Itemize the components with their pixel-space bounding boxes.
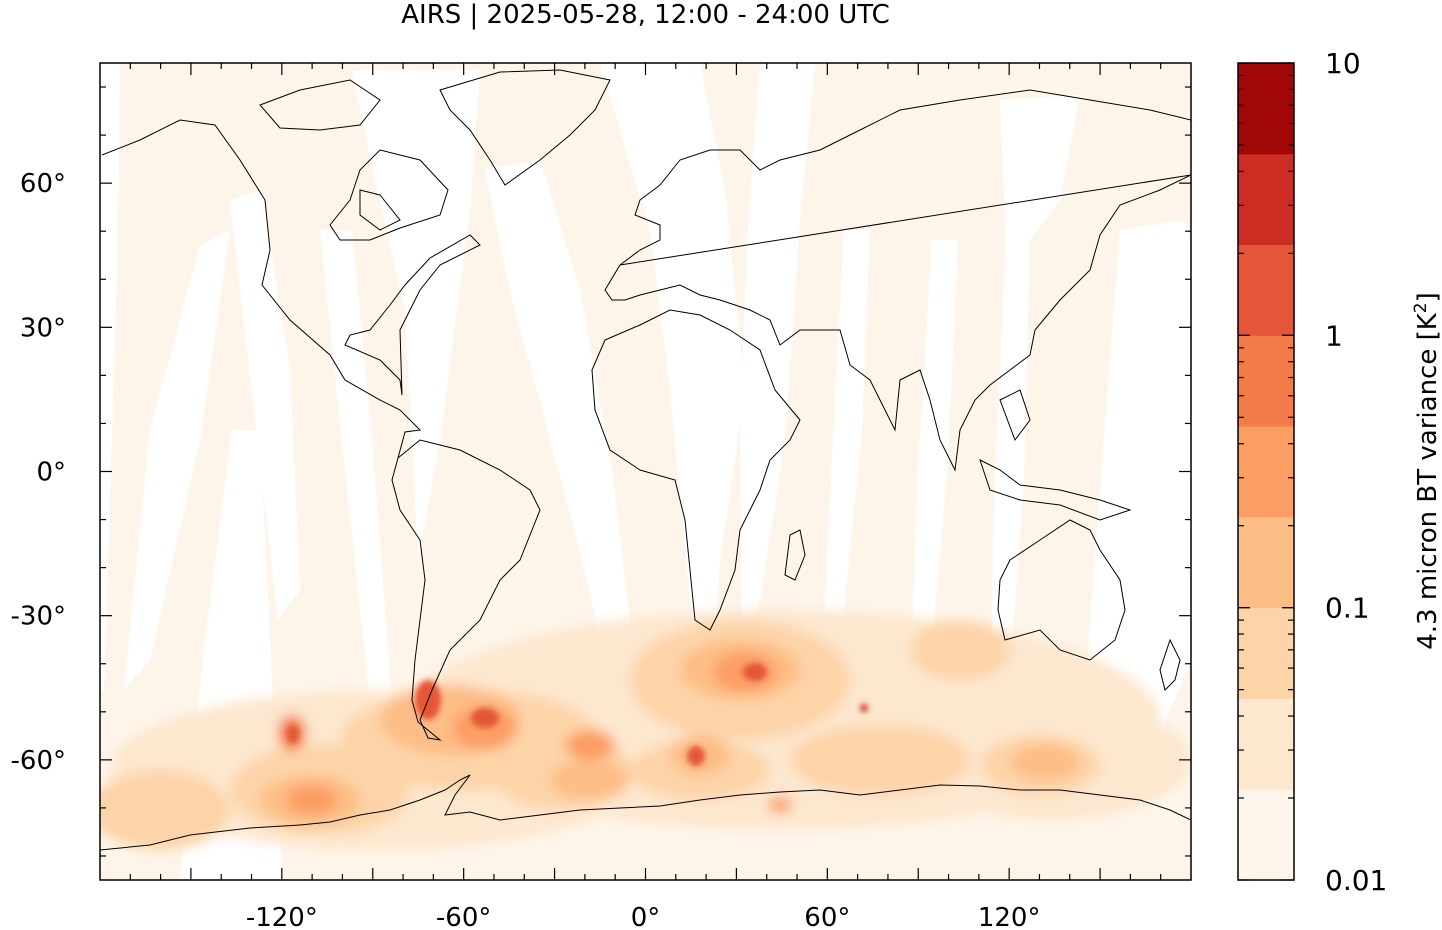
coastlines — [100, 69, 1191, 851]
variance-peak — [471, 708, 499, 728]
variance-region — [768, 797, 792, 813]
coastline-africa — [591, 309, 801, 631]
latitude-label: -60° — [11, 746, 66, 776]
latitude-labels: 60° 30° 0° -30° -60° — [11, 169, 66, 776]
colorbar-level — [1238, 698, 1294, 790]
colorbar — [1237, 62, 1295, 881]
coastline-new-zealand — [1159, 638, 1181, 691]
latitude-label: 30° — [20, 313, 66, 343]
colorbar-level — [1238, 789, 1294, 881]
variance-region — [287, 785, 337, 815]
colorbar-frame — [1237, 62, 1295, 881]
swath-gap — [100, 63, 120, 690]
map-ticks — [100, 63, 1191, 880]
coastline-north-america — [101, 79, 481, 459]
colorbar-title: 4.3 micron BT variance [K2] — [1411, 292, 1442, 650]
swath-gap — [822, 230, 870, 660]
coastline-australia — [997, 519, 1126, 661]
coastline-greenland — [439, 69, 611, 186]
coastline-maritime — [979, 389, 1132, 521]
swath-gap — [740, 63, 815, 640]
longitude-label: -60° — [436, 903, 491, 930]
colorbar-level — [1238, 63, 1294, 155]
swath-gap — [1000, 95, 1080, 240]
colorbar-level — [1238, 426, 1294, 518]
swath-gap — [124, 230, 230, 690]
longitude-label: 0° — [631, 903, 661, 930]
latitude-label: 0° — [36, 458, 66, 488]
variance-field — [100, 610, 1190, 850]
swath-gap — [352, 70, 480, 560]
longitude-label: 60° — [804, 903, 850, 930]
coastline-madagascar — [784, 529, 806, 581]
colorbar-level — [1238, 153, 1294, 246]
longitude-labels: -120° -60° 0° 60° 120° — [246, 903, 1041, 930]
variance-peak — [287, 725, 299, 743]
colorbar-labels: 10 1 0.1 0.01 — [1325, 47, 1387, 897]
colorbar-level — [1238, 244, 1294, 336]
swath-gap — [230, 190, 300, 620]
longitude-label: -120° — [246, 903, 318, 930]
swath-gap — [990, 240, 1030, 740]
colorbar-label: 1 — [1325, 319, 1343, 352]
swath-gap — [1082, 220, 1191, 790]
colorbar-ticks — [1238, 62, 1294, 881]
colorbar-label: 0.01 — [1325, 864, 1387, 897]
coastline-eurasia — [604, 89, 1191, 472]
variance-region — [910, 620, 1010, 680]
coastline-antarctica — [100, 774, 1191, 851]
colorbar-label: 10 — [1325, 47, 1361, 80]
latitude-label: -30° — [11, 602, 66, 632]
variance-region — [565, 730, 615, 760]
plot-title: AIRS | 2025-05-28, 12:00 - 24:00 UTC — [401, 0, 890, 30]
variance-region — [1010, 744, 1080, 780]
variance-region — [100, 770, 230, 850]
colorbar-label: 0.1 — [1325, 592, 1370, 625]
variance-peak — [743, 663, 767, 681]
colorbar-level — [1238, 516, 1294, 609]
swath-gap — [320, 230, 392, 700]
colorbar-level — [1238, 335, 1294, 427]
latitude-label: 60° — [20, 169, 66, 199]
variance-region — [790, 725, 970, 795]
variance-peak — [860, 704, 868, 712]
colorbar-level — [1238, 607, 1294, 699]
map-content — [100, 63, 1191, 880]
coastline-south-america — [391, 439, 541, 741]
swath-gap — [600, 63, 745, 680]
longitude-label: 120° — [978, 903, 1041, 930]
swath-gap — [910, 240, 958, 690]
variance-peak — [687, 746, 705, 766]
variance-region — [550, 760, 630, 800]
